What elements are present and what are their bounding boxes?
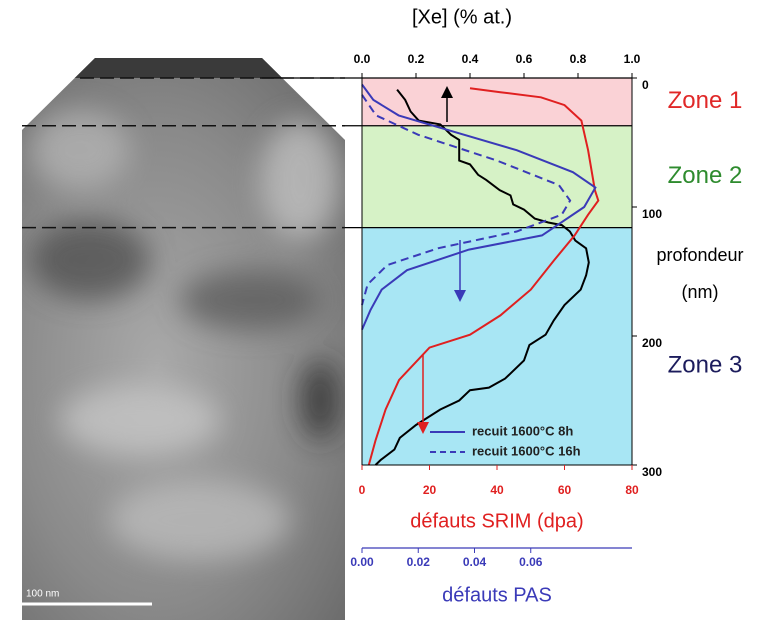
x-tick-label: 0.2 — [408, 52, 425, 66]
x-tick-label: 20 — [423, 483, 437, 497]
zone-band — [362, 78, 632, 126]
x-tick-label: 1.0 — [624, 52, 641, 66]
x-tick-label: 40 — [490, 483, 504, 497]
zone-label: Zone 1 — [668, 87, 743, 114]
zone-label: Zone 3 — [668, 352, 743, 379]
x-tick-label: 0.00 — [350, 555, 374, 569]
series-line — [374, 88, 590, 466]
x-axis-label: défauts SRIM (dpa) — [410, 510, 583, 532]
legend-label: recuit 1600°C 16h — [472, 443, 581, 458]
series-line — [367, 87, 600, 466]
x-tick-label: 80 — [625, 483, 639, 497]
y-tick-label: 300 — [642, 465, 662, 479]
y-axis-label: (nm) — [682, 282, 719, 302]
x-axis-label: défauts PAS — [442, 584, 552, 606]
y-axis-label: profondeur — [656, 245, 743, 265]
scale-bar-label: 100 nm — [26, 589, 59, 600]
y-tick-label: 200 — [642, 336, 662, 350]
y-tick-label: 100 — [642, 207, 662, 221]
tem-image — [22, 58, 345, 620]
x-axis-label: [Xe] (% at.) — [412, 6, 512, 28]
legend-label: recuit 1600°C 8h — [472, 423, 573, 438]
x-tick-label: 0.06 — [519, 555, 543, 569]
series-line — [361, 94, 572, 306]
x-tick-label: 0 — [359, 483, 366, 497]
x-tick-label: 0.8 — [570, 52, 587, 66]
x-tick-label: 0.04 — [463, 555, 487, 569]
x-tick-label: 60 — [558, 483, 572, 497]
x-tick-label: 0.6 — [516, 52, 533, 66]
x-tick-label: 0.4 — [462, 52, 479, 66]
zone-band — [362, 125, 632, 228]
x-tick-label: 0.0 — [354, 52, 371, 66]
zone-label: Zone 2 — [668, 162, 743, 189]
series-line — [361, 83, 597, 330]
x-tick-label: 0.02 — [407, 555, 431, 569]
y-tick-label: 0 — [642, 78, 649, 92]
